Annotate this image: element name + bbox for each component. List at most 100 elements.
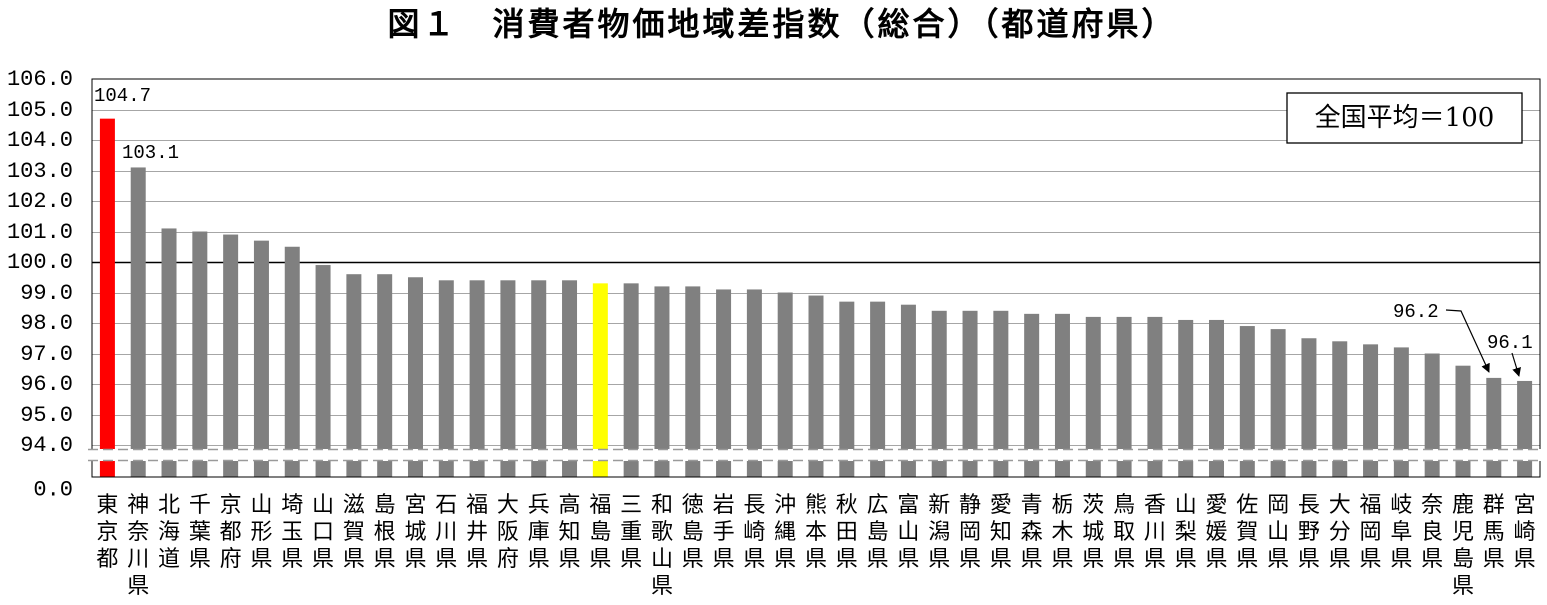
y-axis-tick-labels: 106.0 105.0 104.0 103.0 102.0 101.0 100.0 99.0 9… — [7, 67, 73, 503]
category-label: 福井県 — [466, 493, 488, 572]
bar — [1024, 313, 1040, 477]
bar — [1054, 313, 1070, 477]
y-tick-label: 98.0 — [20, 311, 73, 336]
y-tick-label: 106.0 — [7, 67, 73, 92]
category-label: 香川県 — [1144, 493, 1166, 572]
bar — [1363, 344, 1379, 477]
bars — [99, 118, 1533, 478]
bar — [130, 167, 146, 477]
y-tick-label: 100.0 — [7, 250, 73, 275]
category-label: 京都府 — [220, 493, 242, 572]
category-label: 富山県 — [897, 493, 919, 572]
category-label: 沖縄県 — [774, 493, 796, 572]
bar — [346, 274, 362, 477]
bar — [1486, 377, 1502, 477]
bar — [1147, 316, 1163, 477]
y-tick-label: 96.0 — [20, 372, 73, 397]
category-label: 奈良県 — [1421, 493, 1443, 572]
axis-break-band — [88, 449, 1542, 461]
category-label: 山形県 — [250, 493, 272, 572]
annotation-arrow — [1445, 309, 1490, 373]
category-label: 鹿児島県 — [1452, 493, 1474, 599]
category-label: 宮崎県 — [1514, 493, 1536, 572]
category-label: 秋田県 — [836, 493, 858, 572]
bar — [1332, 341, 1348, 477]
bar — [469, 280, 485, 477]
plot-frame — [91, 78, 1541, 478]
category-label: 長崎県 — [743, 493, 765, 572]
bar — [438, 280, 454, 477]
category-label: 大分県 — [1329, 493, 1351, 572]
category-label: 群馬県 — [1483, 493, 1505, 572]
bar — [654, 286, 670, 477]
y-tick-label: 103.0 — [7, 159, 73, 184]
y-tick-label: 105.0 — [7, 98, 73, 123]
y-tick-label: 104.0 — [7, 128, 73, 153]
bar — [746, 289, 762, 477]
note-text: 全国平均＝100 — [1315, 103, 1495, 133]
bar — [808, 295, 824, 477]
category-label: 大阪府 — [497, 493, 519, 572]
bar — [900, 304, 916, 477]
note-box: 全国平均＝100 — [1286, 92, 1523, 144]
y-tick-label: 99.0 — [20, 281, 73, 306]
bar — [1116, 316, 1132, 477]
category-label: 埼玉県 — [281, 493, 303, 572]
bar — [253, 240, 269, 477]
category-label: 愛知県 — [990, 493, 1012, 572]
y-tick-label: 102.0 — [7, 189, 73, 214]
bar — [223, 234, 239, 477]
category-label: 石川県 — [435, 493, 457, 572]
category-label: 三重県 — [620, 493, 642, 572]
chart-title: 図１ 消費者物価地域差指数（総合）（都道府県） — [387, 5, 1176, 43]
category-label: 神奈川県 — [127, 493, 149, 599]
bar — [99, 118, 115, 478]
bar — [377, 274, 393, 477]
category-label: 広島県 — [867, 493, 889, 572]
bar — [685, 286, 701, 477]
category-label: 東京都 — [96, 493, 118, 572]
y-tick-label: 97.0 — [20, 342, 73, 367]
bar — [1424, 353, 1440, 477]
bar — [777, 292, 793, 477]
y-tick-label-baseline: 0.0 — [33, 478, 73, 503]
category-labels: 東京都神奈川県北海道千葉県京都府山形県埼玉県山口県滋賀県島根県宮城県石川県福井県… — [96, 493, 1535, 599]
bar — [592, 283, 608, 477]
category-label: 高知県 — [559, 493, 581, 572]
bar — [1301, 338, 1317, 477]
data-label: 104.7 — [94, 85, 151, 107]
bar — [993, 310, 1009, 477]
data-label: 96.2 — [1393, 301, 1439, 323]
category-label: 島根県 — [374, 493, 396, 572]
category-label: 徳島県 — [682, 493, 704, 572]
bar — [161, 228, 177, 477]
bar — [716, 289, 732, 477]
bar — [562, 280, 578, 477]
category-label: 佐賀県 — [1236, 493, 1258, 572]
category-label: 宮城県 — [404, 493, 426, 572]
y-tick-label: 95.0 — [20, 403, 73, 428]
category-label: 和歌山県 — [651, 493, 673, 599]
category-label: 愛媛県 — [1206, 493, 1228, 572]
bar — [192, 231, 208, 477]
category-label: 福島県 — [589, 493, 611, 572]
bar — [284, 246, 300, 477]
category-label: 兵庫県 — [528, 493, 550, 572]
bar — [531, 280, 547, 477]
y-tick-label: 94.0 — [20, 433, 73, 458]
category-label: 青森県 — [1021, 493, 1043, 572]
bar — [1239, 326, 1255, 477]
category-label: 岩手県 — [713, 493, 735, 572]
bar — [1270, 329, 1286, 477]
data-label: 103.1 — [122, 142, 179, 164]
annotation-arrow — [1511, 352, 1521, 377]
axis-break — [88, 448, 1542, 462]
bar — [1178, 319, 1194, 477]
bar — [1517, 380, 1533, 477]
category-label: 鳥取県 — [1113, 493, 1135, 572]
bar — [1085, 316, 1101, 477]
category-label: 栃木県 — [1051, 493, 1073, 572]
data-label: 96.1 — [1487, 332, 1533, 354]
category-label: 千葉県 — [189, 493, 211, 572]
